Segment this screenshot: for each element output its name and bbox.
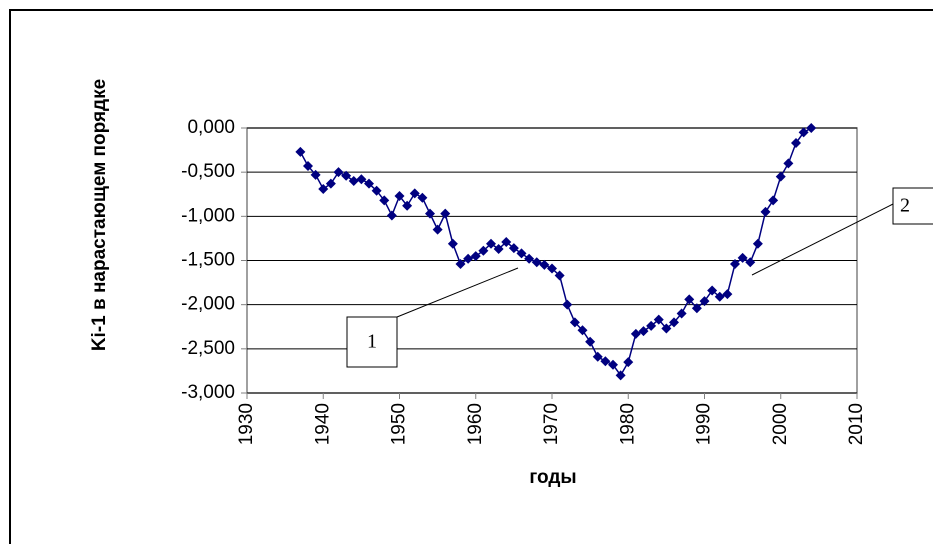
y-tick-label: -1,500 [181, 250, 235, 271]
x-tick-label: 2010 [846, 403, 867, 445]
x-tick-label: 1960 [465, 403, 486, 445]
marker [356, 174, 367, 185]
marker [295, 146, 306, 157]
marker [486, 238, 496, 249]
marker [432, 224, 443, 235]
marker [775, 171, 786, 182]
marker [707, 285, 718, 296]
x-tick-label: 1980 [617, 403, 638, 445]
marker [646, 320, 657, 331]
marker [737, 252, 748, 263]
marker [623, 357, 634, 368]
marker [592, 351, 603, 362]
x-tick-label: 1950 [389, 403, 410, 445]
marker [409, 188, 420, 199]
marker [470, 251, 481, 262]
marker [531, 257, 542, 268]
x-tick-label: 2000 [770, 403, 791, 445]
marker [325, 178, 336, 189]
marker [768, 195, 779, 206]
x-axis-title: годы [529, 467, 576, 488]
marker [722, 289, 733, 300]
marker [806, 123, 817, 133]
marker [463, 253, 474, 264]
marker [539, 259, 550, 270]
marker [547, 263, 557, 274]
marker [608, 359, 618, 370]
callout-line [751, 203, 894, 276]
marker [394, 191, 405, 202]
marker [585, 336, 596, 347]
marker [577, 325, 588, 336]
marker [386, 210, 397, 221]
marker [447, 238, 458, 249]
marker [379, 195, 390, 206]
marker [455, 259, 466, 270]
annotation: 2 [900, 195, 910, 217]
marker [333, 167, 344, 178]
x-tick-label: 1990 [694, 403, 715, 445]
marker [364, 178, 374, 189]
marker [798, 127, 809, 138]
callout-line [396, 267, 519, 318]
y-tick-label: -3,000 [181, 382, 235, 403]
marker [752, 238, 763, 249]
marker [745, 257, 756, 268]
marker [684, 294, 695, 305]
marker [661, 323, 672, 334]
marker [653, 314, 664, 325]
callout-box [346, 316, 398, 368]
marker [760, 206, 771, 217]
marker [310, 169, 321, 180]
marker [783, 158, 794, 169]
marker [554, 270, 565, 281]
marker [791, 138, 801, 149]
marker [730, 259, 740, 270]
marker [303, 160, 313, 171]
callout-box [892, 187, 933, 225]
marker [371, 185, 382, 196]
marker [714, 291, 725, 302]
annotation: 1 [367, 331, 377, 353]
marker [417, 192, 428, 203]
marker [440, 208, 451, 219]
marker [493, 244, 504, 255]
marker [676, 308, 687, 319]
y-tick-label: 0,000 [187, 117, 235, 138]
marker [638, 326, 649, 337]
marker [348, 176, 359, 186]
y-tick-label: -2,500 [181, 338, 235, 359]
x-tick-label: 1940 [312, 403, 333, 445]
y-tick-label: -1,000 [181, 205, 235, 226]
marker [318, 183, 329, 194]
marker [524, 253, 535, 264]
marker [699, 296, 710, 307]
marker [569, 317, 580, 328]
marker [501, 236, 512, 247]
y-axis-title: Ki-1 в нарастающем порядке [89, 79, 110, 351]
marker [508, 243, 519, 254]
marker [691, 303, 702, 314]
x-tick-label: 1970 [541, 403, 562, 445]
marker [516, 248, 527, 259]
x-tick-label: 1930 [236, 403, 257, 445]
marker [425, 208, 435, 219]
marker [600, 356, 611, 367]
marker [630, 328, 641, 339]
marker [402, 200, 413, 211]
y-tick-label: -2,000 [181, 294, 235, 315]
marker [669, 317, 679, 328]
marker [478, 245, 489, 256]
marker [615, 370, 626, 381]
marker [562, 299, 573, 310]
y-tick-label: -0,500 [181, 161, 235, 182]
marker [341, 170, 352, 181]
